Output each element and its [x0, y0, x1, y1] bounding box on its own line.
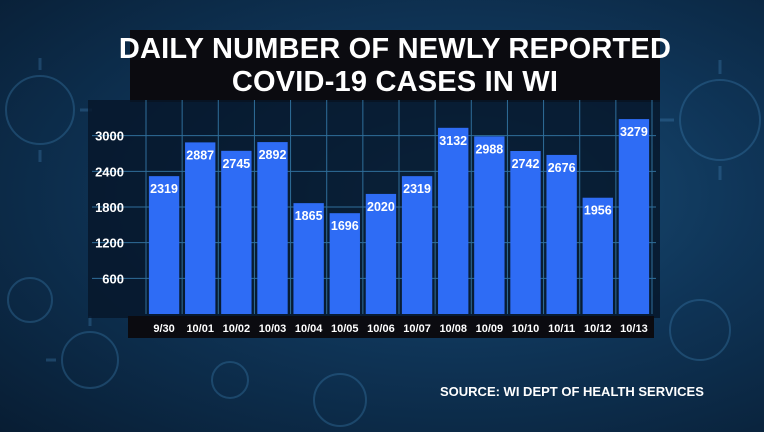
bar-value-label: 2676: [548, 161, 576, 175]
x-tick-label: 10/04: [295, 323, 323, 335]
bar-10/11: [546, 154, 577, 314]
chart-title-box: DAILY NUMBER OF NEWLY REPORTED COVID-19 …: [119, 30, 671, 102]
bar-10/09: [474, 136, 505, 314]
x-tick-label: 10/12: [584, 323, 612, 335]
bar-10/04: [293, 203, 324, 314]
y-tick-label: 1800: [95, 200, 124, 215]
source-credit: SOURCE: WI DEPT OF HEALTH SERVICES: [440, 384, 704, 399]
bar-value-label: 3279: [620, 125, 648, 139]
bar-10/13: [618, 119, 650, 314]
bar-value-label: 2745: [222, 157, 250, 171]
x-tick-label: 10/13: [620, 323, 648, 335]
x-tick-label: 10/03: [259, 323, 287, 335]
x-tick-label: 10/01: [186, 323, 214, 335]
bar-10/08: [438, 127, 469, 314]
chart-title-line-1: DAILY NUMBER OF NEWLY REPORTED: [118, 33, 672, 65]
bar-value-label: 2742: [512, 157, 540, 171]
bar-value-label: 1696: [331, 219, 359, 233]
bar-10/03: [257, 142, 288, 314]
bar-value-label: 2892: [259, 148, 287, 162]
bar-value-label: 1956: [584, 204, 612, 218]
bar-value-label: 2319: [150, 182, 178, 196]
bar-9/30: [148, 176, 180, 314]
bar-10/06: [365, 193, 397, 314]
bar-value-label: 1865: [295, 209, 323, 223]
x-tick-label: 10/06: [367, 323, 395, 335]
x-tick-label: 10/08: [439, 323, 467, 335]
x-axis-label-strip: [128, 316, 654, 338]
y-tick-label: 3000: [95, 129, 124, 144]
bar-value-label: 2020: [367, 200, 395, 214]
x-tick-label: 10/02: [223, 323, 251, 335]
x-tick-label: 10/10: [512, 323, 540, 335]
y-tick-label: 2400: [95, 164, 124, 179]
bar-10/01: [185, 142, 216, 314]
x-tick-label: 10/07: [403, 323, 431, 335]
x-tick-label: 9/30: [153, 323, 174, 335]
bar-10/07: [401, 176, 433, 314]
y-tick-label: 600: [102, 271, 124, 286]
x-tick-label: 10/05: [331, 323, 359, 335]
bar-value-label: 2988: [475, 142, 503, 156]
bar-10/02: [221, 150, 252, 314]
bar-value-label: 3132: [439, 134, 467, 148]
bar-10/10: [510, 151, 541, 314]
x-tick-label: 10/09: [476, 323, 504, 335]
chart-title-line-2: COVID-19 CASES IN WI: [231, 66, 559, 98]
bar-value-label: 2319: [403, 182, 431, 196]
bar-10/12: [582, 197, 613, 314]
y-tick-label: 1200: [95, 236, 124, 251]
bar-value-label: 2887: [186, 148, 214, 162]
x-tick-label: 10/11: [548, 323, 575, 335]
bar-10/05: [329, 213, 360, 314]
